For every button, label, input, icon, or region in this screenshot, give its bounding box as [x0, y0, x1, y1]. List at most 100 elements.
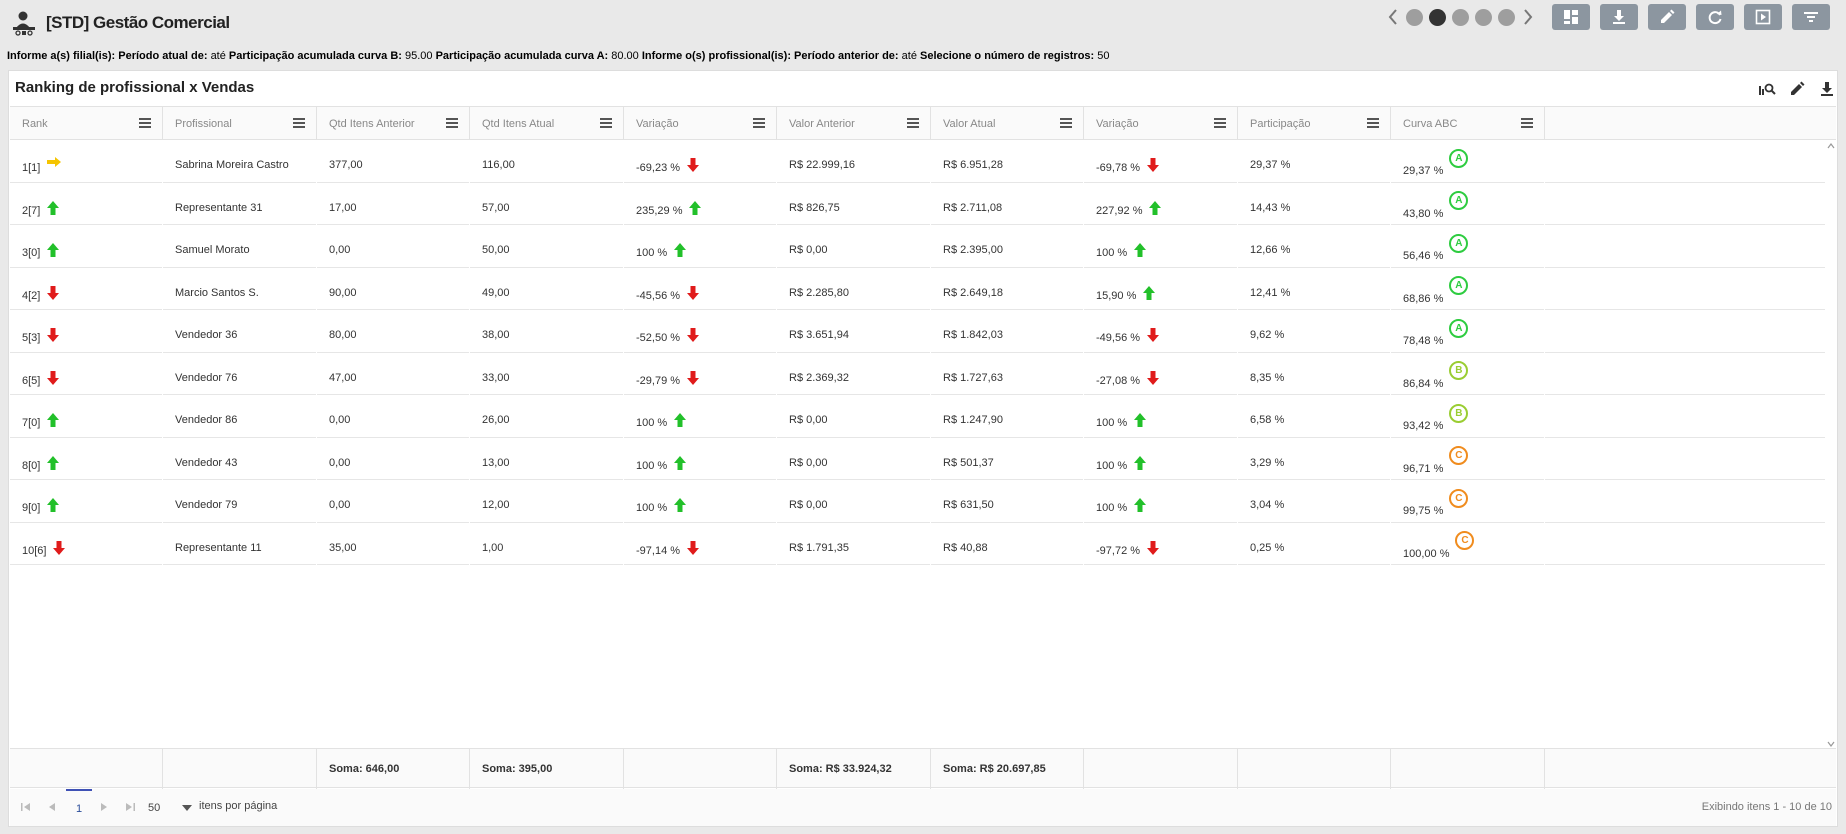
- column-menu-icon[interactable]: [753, 118, 767, 130]
- table-row[interactable]: 1[1] Sabrina Moreira Castro 377,00 116,00 -6…: [10, 140, 1825, 190]
- carousel-dot[interactable]: [1452, 8, 1469, 26]
- cell-qtd-anterior-text: 377,00: [329, 159, 363, 171]
- refresh-button[interactable]: [1696, 4, 1734, 30]
- edit-button[interactable]: [1648, 4, 1686, 30]
- last-page-icon[interactable]: [124, 801, 136, 813]
- cell-rank: 1[1]: [10, 140, 163, 190]
- cell-participacao: 3,04 %: [1238, 480, 1391, 530]
- edit-button[interactable]: [1787, 79, 1807, 99]
- cell-variacao-qtd-text: -69,23 %: [636, 162, 681, 174]
- table-row[interactable]: 9[0] Vendedor 79 0,00 12,00 100 % R$ 0,00 R$ 6…: [10, 480, 1825, 530]
- column-menu-icon[interactable]: [446, 118, 460, 130]
- column-menu-icon[interactable]: [293, 118, 307, 130]
- curve-badge: A: [1449, 233, 1469, 253]
- page-size-dropdown[interactable]: 50: [148, 799, 192, 817]
- prev-page-icon[interactable]: [46, 801, 58, 813]
- dashboard-carousel: [1386, 8, 1535, 26]
- cell-participacao: 12,41 %: [1238, 267, 1391, 318]
- next-page-icon[interactable]: [98, 801, 110, 813]
- cell-valor-atual-text: R$ 2.711,08: [943, 201, 1003, 214]
- table-row[interactable]: 5[3] Vendedor 36 80,00 38,00 -52,50 % R$ 3.65…: [10, 310, 1825, 360]
- cell-qtd-atual-text: 12,00: [482, 499, 510, 511]
- cell-qtd-atual: 49,00: [470, 267, 624, 318]
- column-header-curva-abc[interactable]: Curva ABC: [1391, 107, 1545, 141]
- zoom-chart-button[interactable]: [1757, 79, 1777, 99]
- filter-button[interactable]: [1792, 4, 1830, 30]
- arrow-up-icon: [47, 413, 60, 427]
- table-row[interactable]: 4[2] Marcio Santos S. 90,00 49,00 -45,56 % R$…: [10, 267, 1825, 318]
- present-button[interactable]: [1744, 4, 1782, 30]
- column-menu-icon[interactable]: [139, 118, 153, 130]
- table-row[interactable]: 8[0] Vendedor 43 0,00 13,00 100 % R$ 0,00 R$ 5…: [10, 437, 1825, 488]
- cell-qtd-anterior: 0,00: [317, 395, 470, 445]
- arrow-down-icon: [1147, 158, 1160, 172]
- carousel-dot[interactable]: [1498, 8, 1515, 26]
- column-header-variacao-valor[interactable]: Variação: [1084, 107, 1238, 141]
- ranking-panel: Ranking de profissional x Vendas Rank Pr…: [8, 70, 1838, 827]
- arrow-down-icon: [47, 328, 60, 342]
- table-row[interactable]: 2[7] Representante 31 17,00 57,00 235,29 % R$…: [10, 182, 1825, 233]
- table-row[interactable]: 6[5] Vendedor 76 47,00 33,00 -29,79 % R$ 2.36…: [10, 352, 1825, 403]
- download-button[interactable]: [1817, 79, 1837, 99]
- arrow-down-icon: [1147, 328, 1160, 342]
- column-header-rank[interactable]: Rank: [10, 107, 163, 141]
- carousel-dot[interactable]: [1475, 8, 1492, 26]
- cell-qtd-atual-text: 50,00: [482, 244, 510, 256]
- chevron-left-icon[interactable]: [1386, 8, 1400, 26]
- first-page-icon[interactable]: [20, 801, 32, 813]
- chevron-right-icon[interactable]: [1521, 8, 1535, 26]
- cell-qtd-anterior: 0,00: [317, 225, 470, 275]
- cell-curva-abc: 78,48 % A: [1391, 310, 1545, 360]
- cell-variacao-valor: -97,72 %: [1084, 522, 1238, 573]
- cell-valor-anterior-text: R$ 22.999,16: [789, 159, 856, 171]
- cell-qtd-anterior: 80,00: [317, 310, 470, 360]
- column-header-valor-anterior[interactable]: Valor Anterior: [777, 107, 931, 141]
- cell-qtd-atual: 1,00: [470, 522, 624, 573]
- column-header-qtd-atual[interactable]: Qtd Itens Atual: [470, 107, 624, 141]
- column-menu-icon[interactable]: [907, 118, 921, 130]
- column-menu-icon[interactable]: [1214, 118, 1228, 130]
- cell-rank-text: 5[3]: [22, 332, 41, 344]
- cell-variacao-qtd-text: -52,50 %: [636, 332, 681, 344]
- column-header-qtd-anterior[interactable]: Qtd Itens Anterior: [317, 107, 470, 141]
- cell-rank-text: 7[0]: [22, 417, 41, 429]
- column-header-participacao[interactable]: Participação: [1238, 107, 1391, 141]
- cell-valor-atual-text: R$ 2.395,00: [943, 244, 1003, 256]
- column-menu-icon[interactable]: [1060, 118, 1074, 130]
- vertical-scrollbar[interactable]: [1825, 140, 1837, 750]
- total-qtd-anterior: Soma: 646,00: [317, 749, 470, 789]
- carousel-dot-active[interactable]: [1429, 8, 1446, 26]
- column-label: Profissional: [175, 118, 232, 130]
- cell-qtd-atual-text: 57,00: [482, 201, 510, 214]
- cell-qtd-anterior-text: 80,00: [329, 329, 357, 341]
- column-menu-icon[interactable]: [1521, 118, 1535, 130]
- column-menu-icon[interactable]: [1367, 118, 1381, 130]
- carousel-dot[interactable]: [1406, 8, 1423, 26]
- download-button[interactable]: [1600, 4, 1638, 30]
- page-number-button[interactable]: 1: [66, 789, 92, 826]
- column-header-variacao-qtd[interactable]: Variação: [624, 107, 777, 141]
- scroll-up-icon[interactable]: [1827, 142, 1835, 150]
- filter-label: Participação acumulada curva A:: [435, 50, 609, 62]
- edit-icon: [1661, 9, 1675, 23]
- cell-qtd-atual: 116,00: [470, 140, 624, 190]
- scroll-down-icon[interactable]: [1827, 740, 1835, 748]
- column-header-profissional[interactable]: Profissional: [163, 107, 317, 141]
- cell-variacao-qtd-text: -97,14 %: [636, 544, 681, 557]
- cell-valor-atual-text: R$ 40,88: [943, 541, 988, 554]
- dashboard-button[interactable]: [1552, 4, 1590, 30]
- table-row[interactable]: 3[0] Samuel Morato 0,00 50,00 100 % R$ 0,00 R$…: [10, 225, 1825, 275]
- cell-valor-atual: R$ 1.247,90: [931, 395, 1084, 445]
- cell-rank-text: 2[7]: [22, 204, 41, 217]
- cell-rank: 7[0]: [10, 395, 163, 445]
- cell-profissional: Sabrina Moreira Castro: [163, 140, 317, 190]
- total-valor-atual: Soma: R$ 20.697,85: [931, 749, 1084, 789]
- cell-qtd-anterior-text: 0,00: [329, 456, 351, 469]
- column-menu-icon[interactable]: [600, 118, 614, 130]
- cell-rank: 4[2]: [10, 267, 163, 318]
- table-row[interactable]: 10[6] Representante 11 35,00 1,00 -97,14 % R$…: [10, 522, 1825, 573]
- arrow-up-icon: [1134, 243, 1147, 257]
- cell-qtd-atual-text: 38,00: [482, 329, 510, 341]
- table-row[interactable]: 7[0] Vendedor 86 0,00 26,00 100 % R$ 0,00 R$ 1…: [10, 395, 1825, 445]
- column-header-valor-atual[interactable]: Valor Atual: [931, 107, 1084, 141]
